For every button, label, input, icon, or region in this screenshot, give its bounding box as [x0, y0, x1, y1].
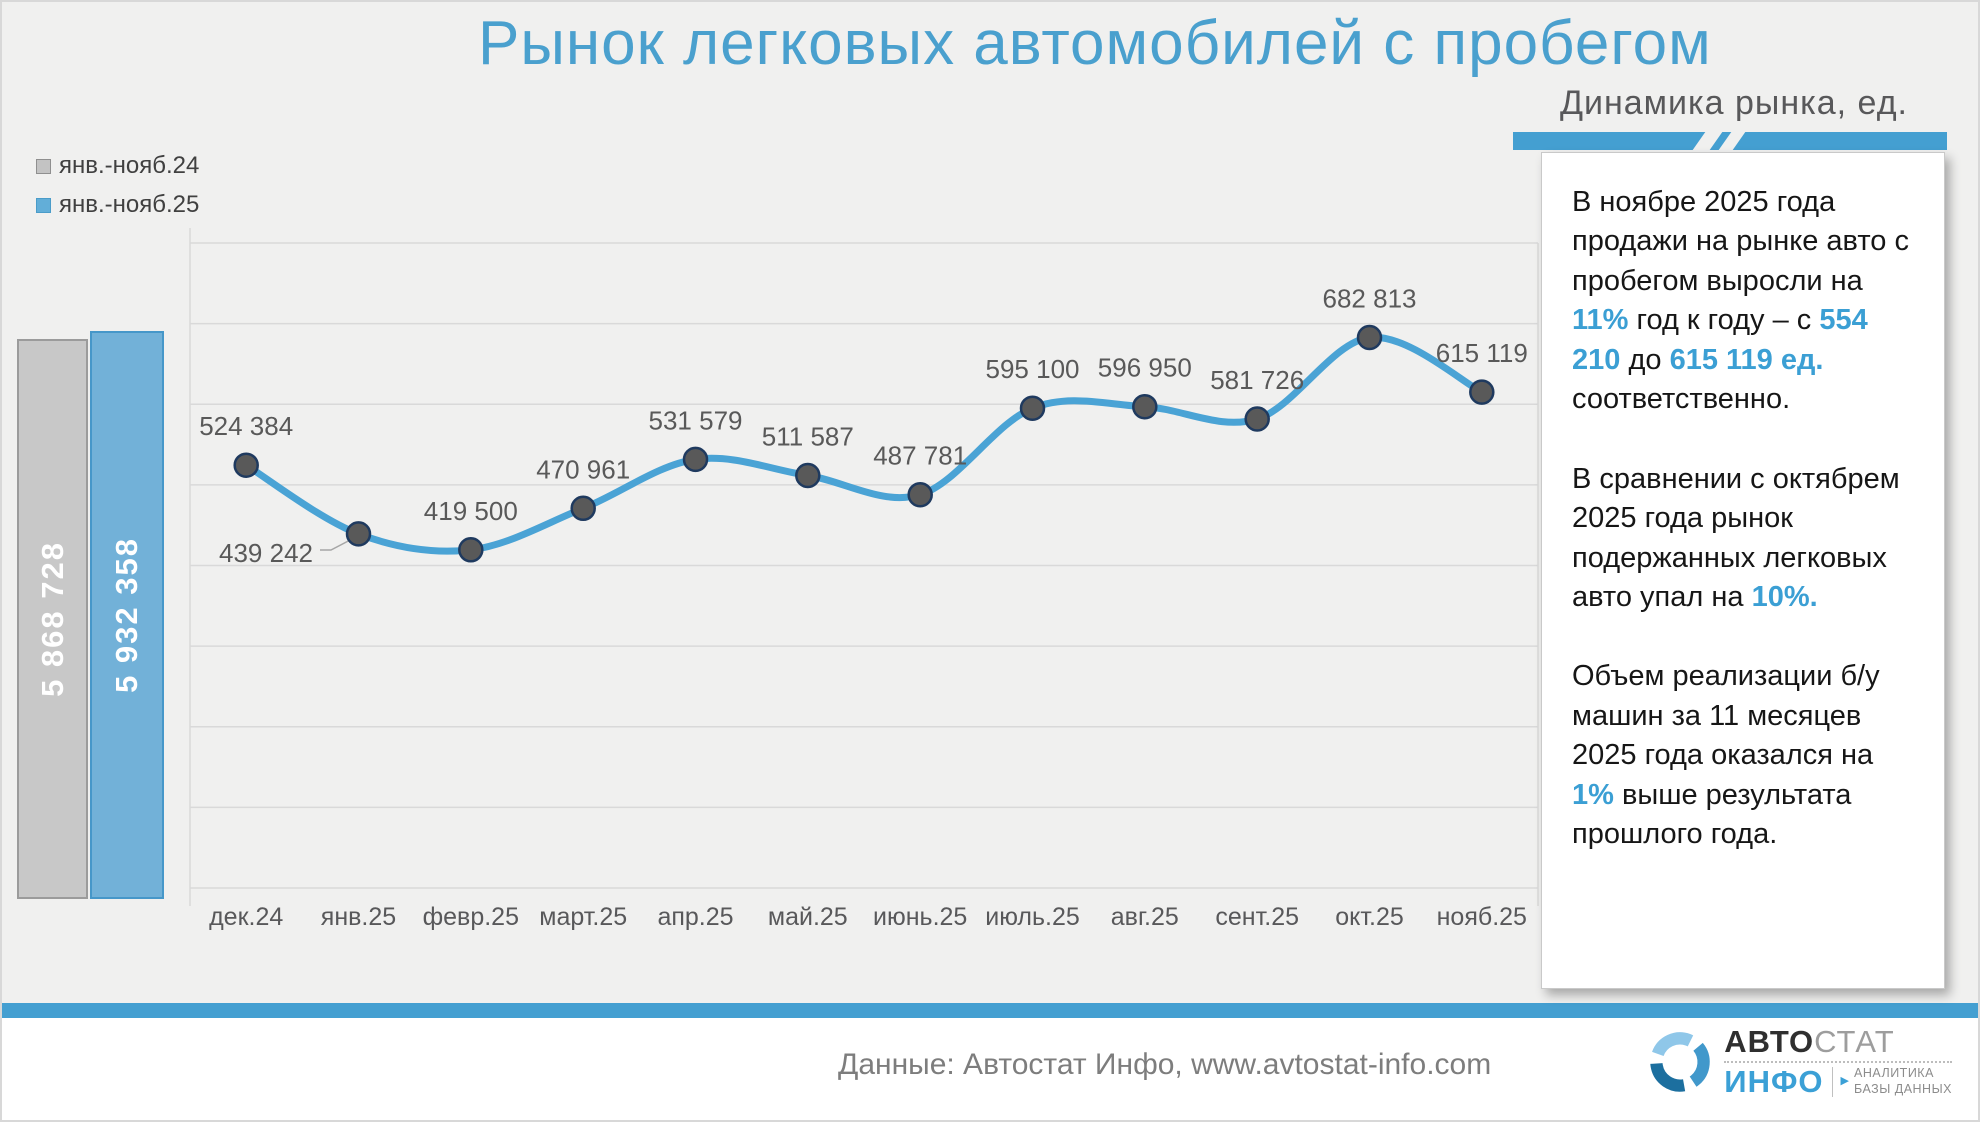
data-point-marker: [458, 537, 484, 563]
legend-label-2024: янв.-нояб.24: [59, 152, 200, 179]
data-label: 419 500: [424, 496, 518, 526]
data-point-marker: [570, 495, 596, 522]
x-axis-label: июль.25: [985, 903, 1080, 931]
data-label: 487 781: [873, 441, 967, 471]
x-axis-label: авг.25: [1111, 903, 1179, 931]
data-label: 615 119: [1436, 338, 1528, 368]
footer-divider-bar: [0, 1003, 1980, 1018]
total-bar-2024-value: 5 868 728: [34, 541, 70, 697]
logo-tagline: ▶ АНАЛИТИКА БАЗЫ ДАННЫХ: [1841, 1066, 1952, 1097]
total-bar-2025-value: 5 932 358: [109, 537, 144, 693]
data-label: 524 384: [199, 411, 293, 441]
legend-item-2024: янв.-нояб.24: [36, 152, 199, 180]
x-axis-label: нояб.25: [1437, 903, 1527, 931]
data-point-marker: [1244, 406, 1270, 432]
page-title: Рынок легковых автомобилей с пробегом: [478, 9, 1712, 78]
logo-arrow-icon: ▶: [1840, 1075, 1850, 1088]
data-label: 531 579: [649, 405, 743, 435]
logo-tagline-analytics: АНАЛИТИКА: [1854, 1066, 1934, 1080]
data-point-marker: [907, 481, 933, 508]
logo-text: АВТОСТАТ ИНФО ▶ АНАЛИТИКА БАЗЫ ДАННЫХ: [1724, 1026, 1952, 1097]
logo-tagline-databases: БАЗЫ ДАННЫХ: [1854, 1081, 1952, 1096]
x-axis-label: янв.25: [321, 903, 396, 931]
x-axis-label: февр.25: [423, 903, 519, 931]
legend-item-2025: янв.-нояб.25: [36, 191, 199, 219]
logo-dotted-line: [1724, 1061, 1952, 1063]
data-label: 595 100: [986, 354, 1080, 384]
data-label: 682 813: [1323, 284, 1417, 314]
x-axis-label: май.25: [768, 903, 848, 931]
avtostat-info-logo: АВТОСТАТ ИНФО ▶ АНАЛИТИКА БАЗЫ ДАННЫХ: [1646, 1026, 1952, 1097]
annotation-paragraph: В сравнении с октябрем 2025 года рынок п…: [1572, 462, 1900, 613]
annotation-box: В ноябре 2025 года продажи на рынке авто…: [1541, 152, 1945, 989]
chart-subtitle: Динамика рынка, ед.: [1559, 84, 1908, 122]
total-bar-2025: 5 932 358: [90, 331, 164, 899]
data-label: 511 587: [762, 422, 854, 452]
annotation-paragraph: Объем реализации б/у машин за 11 месяцев…: [1572, 660, 1880, 851]
data-point-marker: [1356, 324, 1383, 351]
logo-row-avtostat: АВТОСТАТ: [1724, 1026, 1952, 1057]
x-axis-label: март.25: [539, 903, 627, 931]
accent-bar: [1513, 132, 1947, 150]
annotation-paragraph: В ноябре 2025 года продажи на рынке авто…: [1572, 186, 1909, 416]
data-point-marker: [1469, 379, 1495, 405]
logo-row-info: ИНФО ▶ АНАЛИТИКА БАЗЫ ДАННЫХ: [1724, 1066, 1952, 1097]
x-axis-label: апр.25: [657, 903, 733, 931]
logo-avto: АВТО: [1724, 1024, 1815, 1059]
data-source-text: Данные: Автостат Инфо, www.avtostat-info…: [838, 1048, 1492, 1081]
legend-swatch-blue: [36, 197, 51, 213]
data-point-marker: [682, 446, 709, 473]
data-label: 581 726: [1210, 365, 1304, 395]
footer-background: [0, 1017, 1980, 1122]
legend-swatch-gray: [36, 158, 51, 174]
data-point-marker: [1132, 393, 1158, 420]
x-axis-label: июнь.25: [873, 903, 967, 931]
data-point-marker: [1019, 395, 1046, 421]
data-label: 470 961: [536, 454, 630, 484]
logo-stat: СТАТ: [1814, 1024, 1895, 1059]
data-point-marker: [233, 452, 259, 478]
chart-legend: янв.-нояб.24 янв.-нояб.25: [36, 152, 199, 230]
data-label: 596 950: [1098, 353, 1192, 383]
x-axis-label: дек.24: [209, 903, 283, 931]
legend-label-2025: янв.-нояб.25: [59, 191, 200, 218]
logo-swirl-icon: [1650, 1031, 1711, 1092]
x-axis-label: сент.25: [1215, 903, 1299, 931]
label-leader-line: [320, 537, 355, 551]
data-point-marker: [345, 521, 372, 547]
data-label: 439 242: [219, 538, 313, 568]
logo-divider: [1831, 1066, 1833, 1097]
logo-info: ИНФО: [1724, 1064, 1824, 1100]
total-bar-2024: 5 868 728: [17, 339, 88, 899]
x-axis-label: окт.25: [1335, 903, 1404, 931]
data-point-marker: [795, 462, 821, 489]
